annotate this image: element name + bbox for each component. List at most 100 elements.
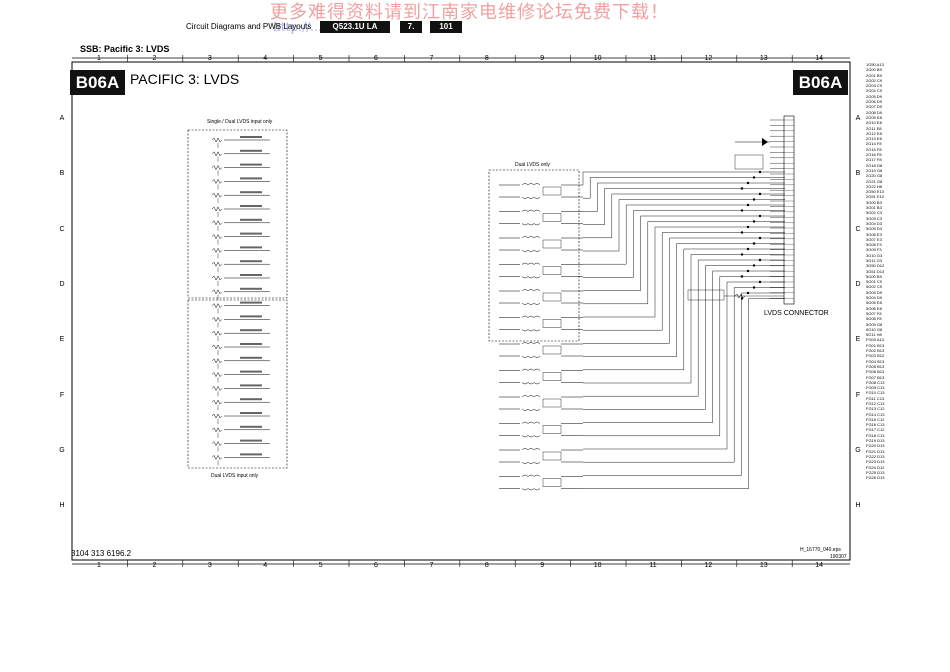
resistor-symbol [211, 303, 223, 309]
reference-entry: 2G01 B9 [866, 72, 882, 78]
bus-line [583, 292, 785, 476]
net-name-mark [240, 205, 262, 207]
junction-dot [758, 280, 762, 284]
column-label: 6 [374, 55, 378, 62]
reference-entry: 3G50 D12 [866, 263, 885, 269]
net-name-mark [240, 274, 262, 276]
resistor-symbol [211, 275, 223, 281]
net-name-mark [240, 177, 262, 180]
reference-entry: 3G09 F3 [866, 247, 882, 253]
filter-block [542, 398, 562, 408]
choke-symbol [521, 368, 541, 385]
reference-entry: FG16 C13 [866, 422, 885, 428]
net-name-mark [240, 163, 262, 166]
choke-symbol [521, 315, 541, 332]
reference-entry: 3G51 D13 [866, 268, 885, 274]
resistor-symbol [211, 165, 223, 171]
junction-dot [740, 209, 744, 212]
choke-symbol [521, 289, 541, 305]
bus-line [583, 226, 785, 318]
reference-entry: 2G16 F8 [866, 152, 882, 158]
junction-dot [746, 181, 750, 185]
bus-line [583, 182, 785, 212]
column-label: 7 [429, 55, 434, 62]
choke-symbol [521, 183, 541, 199]
net-name-mark [240, 232, 262, 235]
resistor-symbol [211, 441, 223, 447]
bus-line [583, 287, 785, 463]
reference-entry: 2G08 D9 [866, 109, 883, 115]
row-label: A [59, 115, 65, 122]
column-label: 5 [318, 55, 323, 62]
reference-entry: 5G11 H8 [866, 332, 882, 338]
model-box: Q523.1U LA [320, 21, 390, 33]
dual-only-box [488, 169, 580, 342]
net-name-mark [240, 425, 262, 428]
row-label: E [59, 336, 65, 344]
ruler-ticks [127, 55, 793, 567]
section-title: SSB: Pacific 3: LVDS [80, 44, 170, 54]
choke-symbol [521, 448, 541, 464]
filter-block [542, 292, 562, 302]
chapter-box: 7. [400, 21, 422, 33]
bus-line [583, 243, 785, 357]
junction-dot [758, 170, 762, 174]
resistor-symbol [211, 344, 223, 350]
choke-symbol [521, 262, 541, 279]
bus-line [583, 237, 785, 344]
reference-entry: 3G07 E3 [866, 236, 882, 242]
junction-dot [752, 220, 756, 223]
bus-line [583, 248, 785, 371]
bus-line [583, 281, 785, 450]
reference-entry: FG08 C13 [866, 379, 885, 385]
junction-dot [758, 192, 762, 196]
resistor-symbol [211, 399, 223, 405]
reference-entry: 5G05 E8 [866, 300, 882, 306]
junction-dot [746, 203, 750, 207]
reference-entry: 2G12 E8 [866, 130, 882, 136]
reference-entry: FG09 C13 [866, 385, 885, 391]
reference-entry: FG22 D13 [866, 453, 885, 459]
reference-entry: 2G13 E8 [866, 136, 882, 142]
reference-entry: 3G01 B3 [866, 205, 882, 211]
reference-entry: FG05 B13 [866, 363, 885, 369]
junction-dot [758, 236, 762, 240]
reference-entry: 2G21 G8 [866, 178, 883, 184]
junction-dot [758, 258, 762, 262]
net-name-mark [240, 191, 262, 194]
resistor-symbol [211, 234, 223, 240]
reference-entry: 5G07 F8 [866, 310, 882, 316]
reference-entry: FG04 B13 [866, 358, 885, 364]
column-label: 12 [704, 562, 713, 569]
reference-entry: FG13 C12 [866, 406, 885, 412]
bus-line [583, 188, 785, 225]
reference-entry: 3G03 C3 [866, 215, 883, 221]
row-label: F [59, 391, 65, 399]
junction-dot [740, 231, 744, 234]
reference-entry: FG18 C13 [866, 432, 885, 438]
reference-entry: 2G18 G8 [866, 162, 883, 168]
sheet-badge-right: B06A [793, 70, 848, 95]
row-label: C [855, 225, 861, 233]
reference-entry: 2G03 C9 [866, 83, 883, 89]
reference-entry: 2G09 E8 [866, 114, 882, 120]
filter-block [542, 239, 562, 249]
bus-line [583, 204, 785, 265]
choke-symbol [521, 342, 541, 358]
bus-line [583, 210, 785, 278]
reference-entry: 1G50 A13 [866, 62, 884, 67]
row-label: A [855, 115, 861, 122]
reference-entry: 2G06 D9 [866, 99, 883, 105]
net-name-mark [240, 343, 262, 345]
resistor-symbol [211, 206, 223, 212]
column-label: 5 [318, 562, 323, 569]
reference-entry: FG02 B13 [866, 348, 885, 354]
reference-entry: FG12 C13 [866, 401, 885, 406]
i2c-signal-group [687, 289, 725, 301]
junction-dot [746, 291, 750, 295]
reference-entry: 2G02 C9 [866, 77, 883, 83]
reference-entry: 5G00 B9 [866, 273, 882, 279]
page-box: 101 [430, 21, 462, 33]
header-label: Circuit Diagrams and PWB Layouts [186, 22, 312, 31]
